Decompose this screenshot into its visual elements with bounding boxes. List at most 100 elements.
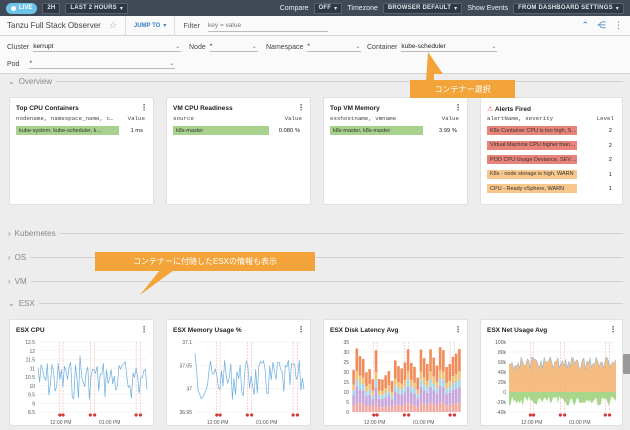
stack-bar-segment[interactable] [393, 385, 397, 392]
stack-bar-segment[interactable] [377, 390, 381, 395]
event-marker[interactable] [215, 413, 219, 417]
stack-bar-segment[interactable] [448, 387, 452, 393]
event-marker[interactable] [61, 413, 65, 417]
event-marker[interactable] [250, 413, 254, 417]
event-marker[interactable] [448, 413, 452, 417]
stack-bar-segment[interactable] [403, 392, 407, 405]
stack-bar-segment[interactable] [371, 398, 375, 408]
event-marker[interactable] [603, 413, 607, 417]
stack-bar-segment[interactable] [358, 356, 362, 376]
stack-bar-segment[interactable] [371, 407, 375, 412]
stack-bar-segment[interactable] [368, 369, 371, 385]
star-icon[interactable]: ☆ [108, 20, 117, 30]
stack-bar-segment[interactable] [361, 404, 365, 412]
stack-bar-segment[interactable] [445, 367, 448, 383]
stack-bar-segment[interactable] [368, 394, 371, 406]
stack-bar-segment[interactable] [374, 350, 378, 372]
stack-bar-segment[interactable] [416, 406, 420, 412]
stack-bar-segment[interactable] [393, 391, 397, 405]
filter-input[interactable] [208, 19, 329, 32]
stack-bar-segment[interactable] [387, 390, 391, 396]
stack-bar-segment[interactable] [355, 386, 359, 403]
stack-bar-segment[interactable] [374, 402, 378, 412]
stack-bar-segment[interactable] [387, 405, 391, 412]
stack-bar-segment[interactable] [381, 379, 384, 391]
stack-bar-segment[interactable] [384, 397, 387, 407]
alert-row[interactable]: POD CPU Usage Deviance, SEV… [487, 155, 577, 164]
stack-bar-segment[interactable] [422, 390, 426, 404]
alert-row[interactable]: K8s Container CPU is too high, S… [487, 126, 577, 135]
stack-bar-segment[interactable] [438, 402, 442, 412]
compare-dropdown[interactable]: OFF ▾ [313, 2, 343, 14]
stack-bar-segment[interactable] [454, 353, 458, 375]
net-line[interactable] [508, 355, 617, 371]
stack-bar-segment[interactable] [355, 378, 359, 387]
section-kubernetes[interactable]: › Kubernetes [8, 229, 623, 238]
stack-bar-segment[interactable] [419, 349, 423, 372]
more-options-icon[interactable]: ⋮ [609, 325, 617, 334]
stack-bar-segment[interactable] [387, 371, 391, 386]
variable-pod-select[interactable]: * ⌄ [29, 59, 176, 69]
stack-bar-segment[interactable] [435, 393, 439, 406]
stack-bar-segment[interactable] [435, 405, 439, 412]
stack-bar-segment[interactable] [416, 398, 420, 407]
stack-bar-segment[interactable] [432, 390, 436, 404]
stack-bar-segment[interactable] [422, 403, 426, 412]
stack-bar-segment[interactable] [384, 392, 387, 398]
stack-bar-segment[interactable] [361, 358, 365, 378]
esx-chart-plot[interactable]: 100k 80k 60k 40k 20k 0 -20k -40k 12:00 PM 01:00 P… [481, 336, 624, 428]
stack-bar-segment[interactable] [451, 403, 455, 412]
side-handle[interactable] [621, 354, 630, 374]
stack-bar-segment[interactable] [352, 390, 355, 396]
stack-bar-segment[interactable] [442, 371, 445, 380]
event-marker[interactable] [563, 413, 567, 417]
stack-bar-segment[interactable] [358, 375, 362, 383]
stack-bar-segment[interactable] [432, 376, 436, 384]
stack-bar-segment[interactable] [426, 404, 429, 412]
stack-bar-segment[interactable] [381, 407, 384, 412]
stack-bar-segment[interactable] [358, 389, 362, 404]
stack-bar-segment[interactable] [406, 386, 410, 403]
stack-bar-segment[interactable] [454, 403, 458, 412]
event-marker[interactable] [218, 413, 222, 417]
stack-bar-segment[interactable] [365, 391, 368, 397]
stack-bar-segment[interactable] [445, 388, 448, 395]
stack-bar-segment[interactable] [381, 390, 384, 396]
stack-bar-segment[interactable] [413, 405, 416, 412]
stack-bar-segment[interactable] [422, 384, 426, 391]
stack-bar-segment[interactable] [445, 405, 448, 412]
jump-to-button[interactable]: JUMP TO ▾ [124, 15, 176, 36]
stack-bar-segment[interactable] [352, 384, 355, 391]
stack-bar-segment[interactable] [413, 382, 416, 389]
stack-bar-segment[interactable] [390, 380, 394, 392]
alert-row[interactable]: Virtual Machine CPU higher than… [487, 140, 577, 150]
more-options-icon[interactable]: ⋮ [140, 325, 148, 334]
stack-bar-segment[interactable] [413, 393, 416, 406]
stack-bar-segment[interactable] [393, 360, 397, 379]
stack-bar-segment[interactable] [355, 348, 359, 371]
stack-bar-segment[interactable] [377, 394, 381, 399]
more-options-icon[interactable]: ⋮ [614, 20, 623, 30]
stack-bar-segment[interactable] [400, 383, 403, 390]
stack-bar-segment[interactable] [400, 368, 403, 384]
stack-bar-segment[interactable] [390, 395, 394, 400]
stack-bar-segment[interactable] [352, 395, 355, 406]
event-marker[interactable] [402, 413, 406, 417]
event-marker[interactable] [532, 413, 536, 417]
stack-bar-segment[interactable] [406, 371, 410, 380]
stack-bar-segment[interactable] [406, 349, 410, 372]
stack-bar-segment[interactable] [416, 389, 420, 395]
stack-bar-segment[interactable] [393, 378, 397, 386]
stack-bar-segment[interactable] [374, 387, 378, 403]
stack-bar-segment[interactable] [361, 390, 365, 405]
event-marker[interactable] [452, 413, 457, 417]
stack-bar-segment[interactable] [432, 383, 436, 391]
stack-bar-segment[interactable] [377, 398, 381, 408]
stack-bar-segment[interactable] [377, 407, 381, 412]
stack-bar-segment[interactable] [458, 386, 461, 403]
variable-node-select[interactable]: * ⌄ [209, 42, 258, 52]
event-marker[interactable] [407, 413, 411, 417]
more-options-icon[interactable]: ⋮ [454, 325, 462, 334]
event-marker[interactable] [58, 413, 62, 417]
event-marker[interactable] [558, 413, 562, 417]
